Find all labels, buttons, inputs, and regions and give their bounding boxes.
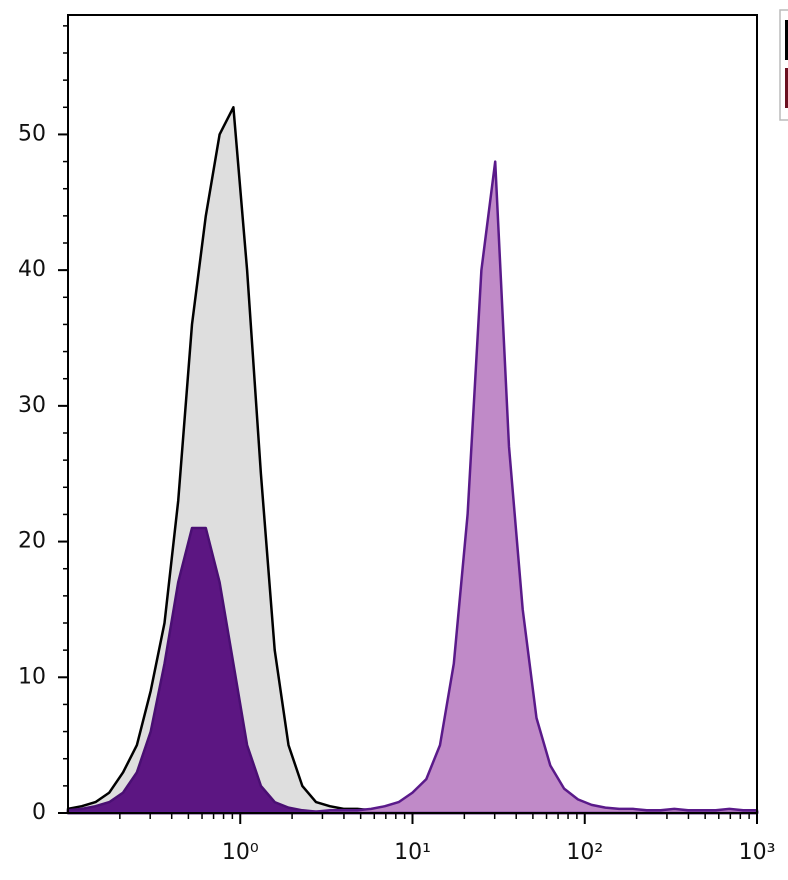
x-tick-label: 10¹ — [394, 840, 431, 865]
y-tick-label: 10 — [18, 664, 46, 689]
y-tick-label: 50 — [18, 121, 46, 146]
x-tick-label: 10² — [566, 840, 603, 865]
histogram-area — [66, 160, 759, 815]
legend-box — [779, 9, 788, 121]
y-tick-label: 30 — [18, 393, 46, 418]
y-tick-label: 20 — [18, 529, 46, 554]
y-tick-label: 40 — [18, 257, 46, 282]
legend-swatch — [785, 20, 788, 60]
x-tick-label: 10⁰ — [222, 840, 259, 865]
legend-swatch — [785, 68, 788, 108]
y-tick-label: 0 — [32, 800, 46, 825]
x-tick-label: 10³ — [739, 840, 776, 865]
